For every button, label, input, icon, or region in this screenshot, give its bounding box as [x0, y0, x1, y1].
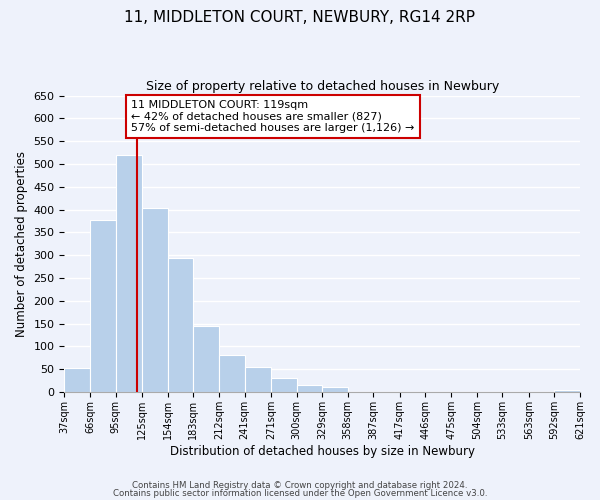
- Bar: [271, 378, 296, 392]
- Bar: [193, 326, 219, 392]
- Bar: [219, 354, 245, 392]
- Bar: [90, 220, 116, 392]
- Text: Contains public sector information licensed under the Open Government Licence v3: Contains public sector information licen…: [113, 488, 487, 498]
- Bar: [296, 385, 322, 392]
- Text: 11, MIDDLETON COURT, NEWBURY, RG14 2RP: 11, MIDDLETON COURT, NEWBURY, RG14 2RP: [125, 10, 476, 25]
- Title: Size of property relative to detached houses in Newbury: Size of property relative to detached ho…: [146, 80, 499, 93]
- X-axis label: Distribution of detached houses by size in Newbury: Distribution of detached houses by size …: [170, 444, 475, 458]
- Bar: [142, 208, 167, 392]
- Y-axis label: Number of detached properties: Number of detached properties: [15, 150, 28, 336]
- Bar: [554, 390, 580, 392]
- Bar: [64, 368, 90, 392]
- Text: Contains HM Land Registry data © Crown copyright and database right 2024.: Contains HM Land Registry data © Crown c…: [132, 481, 468, 490]
- Bar: [116, 156, 142, 392]
- Bar: [245, 367, 271, 392]
- Bar: [167, 258, 193, 392]
- Text: 11 MIDDLETON COURT: 119sqm
← 42% of detached houses are smaller (827)
57% of sem: 11 MIDDLETON COURT: 119sqm ← 42% of deta…: [131, 100, 415, 133]
- Bar: [322, 387, 348, 392]
